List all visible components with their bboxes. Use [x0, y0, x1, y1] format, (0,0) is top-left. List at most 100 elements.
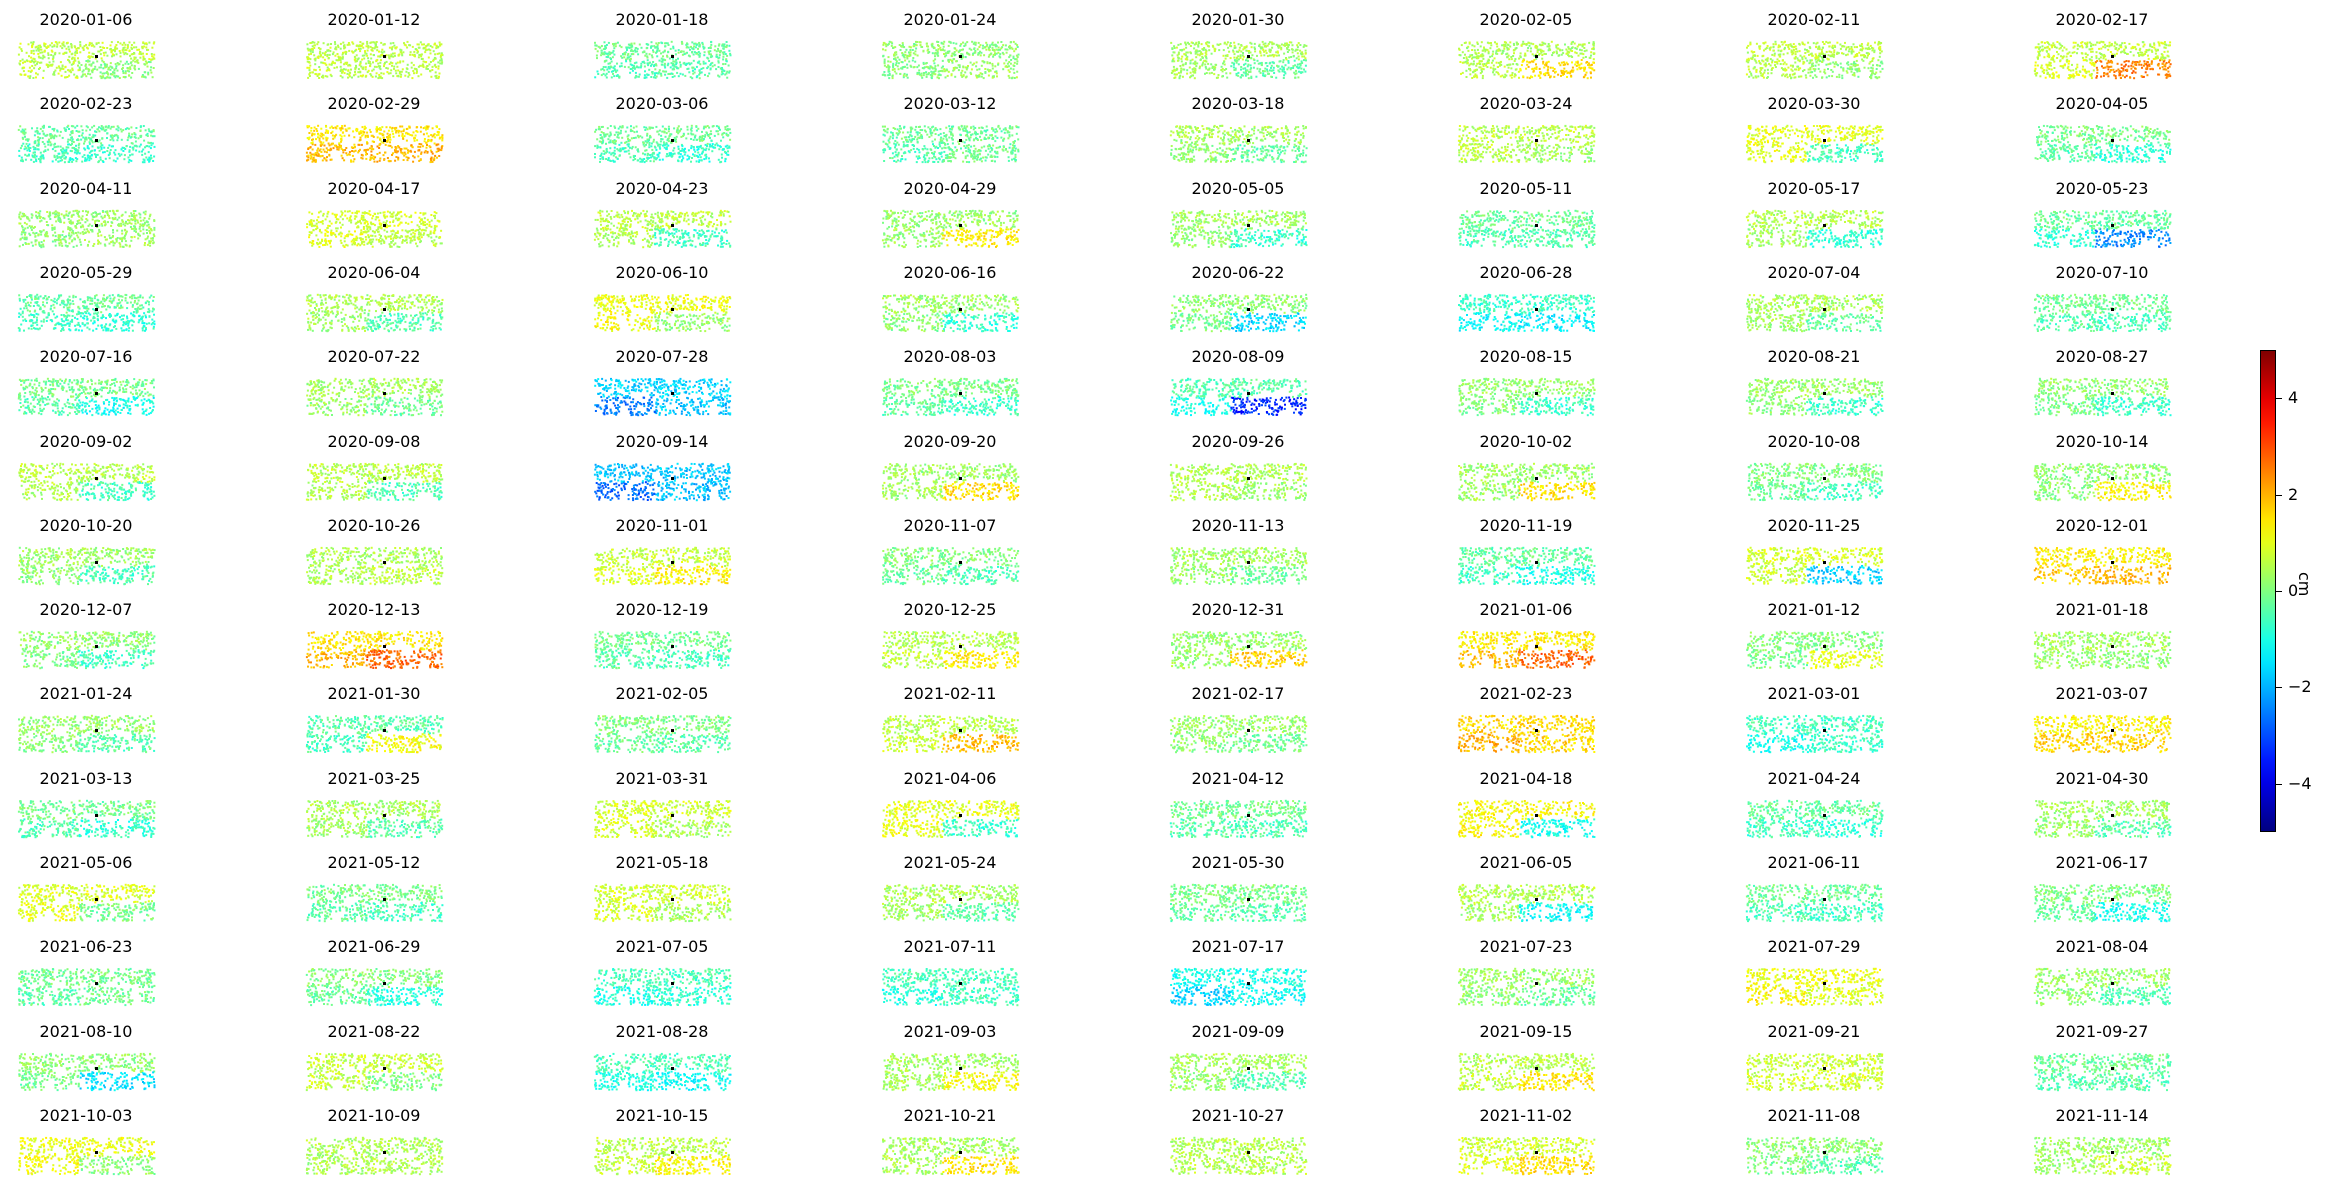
- displacement-pixel: [689, 55, 691, 57]
- displacement-pixel: [115, 161, 117, 163]
- displacement-pixel: [1833, 56, 1835, 58]
- displacement-pixel: [1185, 63, 1187, 65]
- displacement-pixel: [965, 56, 967, 58]
- displacement-pixel: [626, 49, 628, 51]
- displacement-pixel: [1196, 51, 1198, 53]
- displacement-pixel: [141, 76, 143, 78]
- displacement-pixel: [405, 71, 407, 73]
- displacement-pixel: [647, 59, 649, 61]
- displacement-pixel: [1504, 66, 1506, 68]
- displacement-pixel: [1205, 53, 1207, 55]
- displacement-pixel: [1014, 77, 1016, 79]
- displacement-pixel: [1218, 74, 1220, 76]
- displacement-pixel: [1458, 48, 1460, 50]
- displacement-pixel: [992, 56, 994, 58]
- displacement-pixel: [68, 128, 70, 130]
- displacement-pixel: [1187, 42, 1189, 44]
- displacement-pixel: [1013, 50, 1015, 52]
- displacement-pixel: [1767, 76, 1769, 78]
- displacement-pixel: [53, 72, 55, 74]
- displacement-pixel: [391, 65, 393, 67]
- displacement-pixel: [106, 71, 108, 73]
- displacement-pixel: [43, 134, 45, 136]
- displacement-pixel: [424, 51, 426, 53]
- displacement-pixel: [1766, 59, 1768, 61]
- displacement-pixel: [84, 45, 86, 47]
- displacement-pixel: [629, 72, 631, 74]
- displacement-pixel: [1590, 67, 1592, 69]
- displacement-pixel: [150, 66, 152, 68]
- displacement-pixel: [1499, 63, 1501, 65]
- displacement-pixel: [1293, 55, 1295, 57]
- displacement-pixel: [51, 42, 53, 44]
- displacement-pixel: [91, 137, 93, 139]
- displacement-pixel: [1565, 49, 1567, 51]
- reference-point-marker: [1247, 55, 1250, 58]
- displacement-pixel: [966, 41, 968, 43]
- displacement-pixel: [1851, 53, 1853, 55]
- displacement-pixel: [1870, 45, 1872, 47]
- displacement-pixel: [1591, 64, 1593, 66]
- displacement-pixel: [1471, 44, 1473, 46]
- displacement-pixel: [122, 150, 124, 152]
- displacement-pixel: [121, 139, 123, 141]
- displacement-pixel: [651, 41, 653, 43]
- displacement-pixel: [1497, 50, 1499, 52]
- displacement-pixel: [1753, 51, 1755, 53]
- displacement-pixel: [24, 61, 26, 63]
- displacement-pixel: [1527, 47, 1529, 49]
- displacement-pixel: [1492, 71, 1494, 73]
- displacement-map: [879, 40, 1021, 80]
- displacement-pixel: [2096, 67, 2098, 69]
- displacement-pixel: [666, 77, 668, 79]
- displacement-pixel: [2071, 64, 2073, 66]
- displacement-pixel: [1010, 63, 1012, 65]
- displacement-pixel: [2100, 48, 2102, 50]
- displacement-pixel: [327, 43, 329, 45]
- displacement-pixel: [429, 70, 431, 72]
- displacement-pixel: [2046, 69, 2048, 71]
- displacement-pixel: [1526, 64, 1528, 66]
- displacement-pixel: [26, 150, 28, 152]
- displacement-pixel: [1879, 56, 1881, 58]
- displacement-pixel: [1547, 45, 1549, 47]
- displacement-pixel: [1522, 61, 1524, 63]
- displacement-pixel: [1266, 52, 1268, 54]
- displacement-pixel: [20, 147, 22, 149]
- displacement-pixel: [334, 48, 336, 50]
- displacement-pixel: [71, 53, 73, 55]
- displacement-pixel: [308, 53, 310, 55]
- displacement-pixel: [1592, 68, 1594, 70]
- displacement-pixel: [1824, 72, 1826, 74]
- displacement-pixel: [55, 41, 57, 43]
- displacement-pixel: [148, 151, 150, 153]
- displacement-pixel: [2056, 47, 2058, 49]
- displacement-pixel: [109, 157, 111, 159]
- displacement-pixel: [2115, 48, 2117, 50]
- displacement-pixel: [31, 52, 33, 54]
- displacement-pixel: [67, 139, 69, 141]
- displacement-pixel: [2038, 48, 2040, 50]
- displacement-pixel: [651, 54, 653, 56]
- displacement-pixel: [375, 76, 377, 78]
- displacement-pixel: [1563, 73, 1565, 75]
- displacement-pixel: [1303, 69, 1305, 71]
- displacement-pixel: [98, 147, 100, 149]
- displacement-pixel: [56, 44, 58, 46]
- displacement-pixel: [968, 54, 970, 56]
- displacement-pixel: [1242, 48, 1244, 50]
- displacement-pixel: [1854, 68, 1856, 70]
- displacement-pixel: [601, 74, 603, 76]
- displacement-pixel: [999, 53, 1001, 55]
- displacement-pixel: [345, 51, 347, 53]
- displacement-pixel: [628, 44, 630, 46]
- displacement-pixel: [21, 157, 23, 159]
- displacement-pixel: [1874, 50, 1876, 52]
- displacement-pixel: [1530, 43, 1532, 45]
- displacement-pixel: [1799, 60, 1801, 62]
- displacement-pixel: [25, 139, 27, 141]
- displacement-pixel: [100, 64, 102, 66]
- displacement-pixel: [903, 46, 905, 48]
- displacement-pixel: [377, 63, 379, 65]
- displacement-pixel: [1567, 46, 1569, 48]
